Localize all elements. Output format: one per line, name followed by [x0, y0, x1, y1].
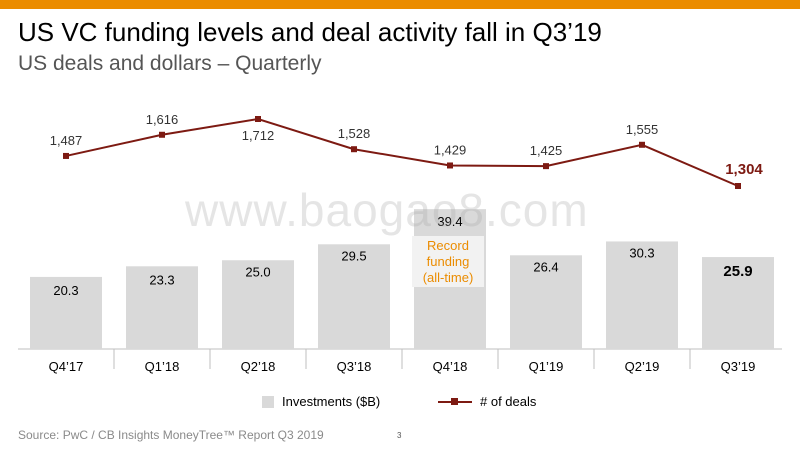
bar-value-label: 29.5 — [341, 248, 366, 263]
deals-value-label: 1,304 — [725, 161, 763, 178]
slide-subtitle: US deals and dollars – Quarterly — [18, 52, 322, 75]
deals-value-label: 1,555 — [626, 122, 659, 137]
deals-marker — [255, 116, 261, 122]
investment-bar — [126, 266, 198, 349]
deals-marker — [543, 163, 549, 170]
legend-bar-swatch — [262, 395, 274, 408]
x-tick-label: Q4’17 — [49, 359, 84, 374]
deals-value-label: 1,528 — [338, 126, 371, 141]
legend-line-swatch — [438, 396, 472, 408]
deals-value-label: 1,487 — [50, 133, 83, 148]
bar-value-label: 23.3 — [149, 272, 174, 287]
legend-deals-label: # of deals — [480, 394, 537, 409]
top-accent-bar — [0, 0, 800, 9]
bar-value-label: 39.4 — [437, 214, 462, 229]
x-tick-label: Q3’19 — [721, 359, 756, 374]
watermark: www.baogao8.com — [185, 184, 589, 236]
bar-value-label: 26.4 — [533, 259, 558, 274]
x-tick-label: Q2’18 — [241, 359, 276, 374]
source-note: Source: PwC / CB Insights MoneyTree™ Rep… — [18, 428, 324, 442]
bar-value-label: 30.3 — [629, 245, 654, 260]
deals-value-label: 1,425 — [530, 143, 563, 158]
page-number: 3 — [397, 431, 402, 440]
x-tick-label: Q4’18 — [433, 359, 468, 374]
investment-bar — [702, 257, 774, 349]
bar-value-label: 25.9 — [723, 263, 752, 280]
deals-value-label: 1,429 — [434, 142, 467, 157]
investment-bar — [30, 276, 102, 349]
legend-investments: Investments ($B) — [262, 394, 380, 409]
investment-bar — [318, 244, 390, 349]
x-tick-label: Q3’18 — [337, 359, 372, 374]
deals-value-label: 1,616 — [146, 112, 179, 127]
deals-marker — [639, 141, 645, 148]
deals-marker — [63, 152, 69, 159]
deals-marker — [159, 131, 165, 138]
legend-deals: # of deals — [438, 394, 536, 409]
investment-bar — [222, 260, 294, 349]
x-tick-label: Q1’18 — [145, 359, 180, 374]
annotation-line-3: (all-time) — [422, 269, 474, 285]
deals-marker — [735, 183, 741, 189]
investment-bar — [606, 241, 678, 349]
deals-value-label: 1,712 — [242, 128, 275, 143]
deals-line — [65, 117, 739, 187]
bar-value-label: 20.3 — [53, 283, 78, 298]
investment-bar — [510, 255, 582, 349]
deals-marker — [447, 162, 453, 169]
x-tick-label: Q1’19 — [529, 359, 564, 374]
deals-marker — [351, 146, 357, 153]
legend-investments-label: Investments ($B) — [282, 394, 381, 409]
slide-title: US VC funding levels and deal activity f… — [18, 17, 602, 47]
record-funding-annotation: Record funding (all-time) — [412, 236, 484, 287]
annotation-line-1: Record — [427, 237, 469, 253]
annotation-line-2: funding — [426, 253, 470, 269]
bar-value-label: 25.0 — [245, 264, 270, 279]
x-tick-label: Q2’19 — [625, 359, 660, 374]
